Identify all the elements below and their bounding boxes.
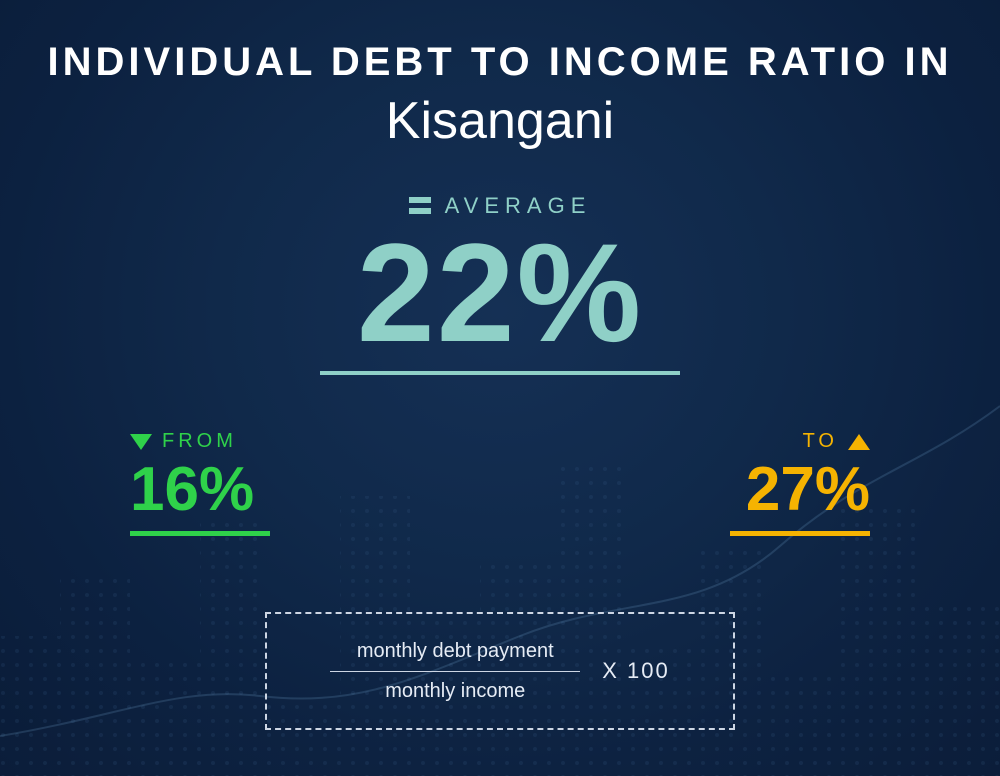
range-to-underline [730, 531, 870, 536]
equals-icon [409, 197, 431, 214]
average-underline [320, 371, 680, 375]
title-line1: INDIVIDUAL DEBT TO INCOME RATIO IN [0, 40, 1000, 85]
range-to-label: TO [803, 430, 838, 453]
infographic-stage: INDIVIDUAL DEBT TO INCOME RATIO IN Kisan… [0, 0, 1000, 776]
range-to-block: TO 27% [730, 430, 870, 536]
range-from-underline [130, 531, 270, 536]
formula-box: monthly debt payment monthly income X 10… [265, 612, 735, 730]
formula-divider [330, 671, 580, 672]
range-from-label: FROM [162, 430, 237, 453]
formula-multiplier: X 100 [602, 658, 670, 684]
range-to-value: 27% [730, 459, 870, 521]
range-from-value: 16% [130, 459, 270, 521]
formula-numerator: monthly debt payment [330, 634, 580, 669]
range-from-label-row: FROM [130, 430, 270, 453]
triangle-up-icon [848, 434, 870, 450]
range-row: FROM 16% TO 27% [0, 430, 1000, 536]
title-block: INDIVIDUAL DEBT TO INCOME RATIO IN Kisan… [0, 40, 1000, 151]
average-block: AVERAGE 22% [0, 190, 1000, 375]
average-value: 22% [0, 223, 1000, 363]
triangle-down-icon [130, 434, 152, 450]
title-city: Kisangani [0, 91, 1000, 151]
formula-fraction: monthly debt payment monthly income [330, 634, 580, 709]
formula-denominator: monthly income [330, 674, 580, 709]
range-to-label-row: TO [730, 430, 870, 453]
range-from-block: FROM 16% [130, 430, 270, 536]
